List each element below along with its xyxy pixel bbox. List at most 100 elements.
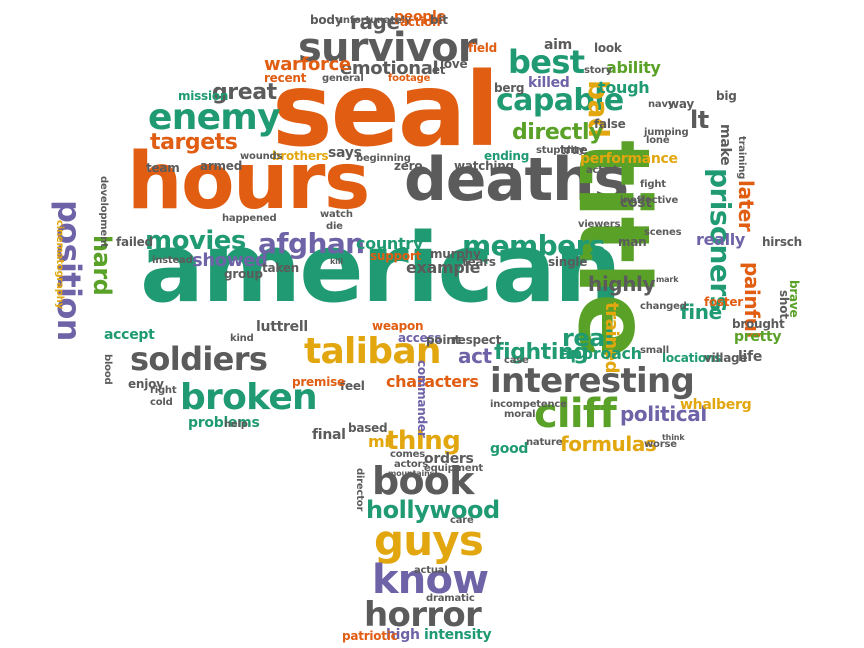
word-formulas: formulas [560, 432, 657, 456]
word-false: false [594, 117, 626, 131]
word-way: way [668, 97, 694, 111]
word-survivor: survivor [298, 25, 477, 71]
word-big: big [716, 89, 737, 103]
word-bit: bit [430, 13, 448, 27]
word-later: later [734, 180, 758, 232]
word-berg: berg [494, 81, 525, 95]
word-accept: accept [104, 327, 155, 343]
word-country: country [356, 234, 423, 253]
word-ability: ability [606, 58, 661, 77]
word-wounds: wounds [240, 151, 283, 162]
word-broken: broken [180, 377, 318, 418]
word-happened: happened [222, 213, 277, 224]
word-mountains: mountains [388, 469, 435, 478]
word-weapon: weapon [372, 319, 424, 333]
word-feel: feel [340, 379, 365, 393]
word-lone: lone [646, 135, 670, 146]
word-approach: approach [560, 344, 642, 363]
word-taliban: taliban [304, 331, 442, 372]
word-capable: capable [496, 83, 624, 118]
word-true: true [560, 143, 588, 157]
word-political: political [620, 402, 707, 426]
word-whalberg: whalberg [680, 397, 752, 413]
word-luttrell: luttrell [256, 319, 308, 335]
word-members: members [462, 229, 605, 262]
word-team: team [146, 161, 180, 175]
word-zero: zero [394, 159, 423, 173]
word-think: think [662, 433, 685, 442]
word-actual: actual [414, 565, 448, 576]
word-foster: foster [704, 295, 743, 309]
word-make: make [717, 124, 733, 166]
word-navy: navy [648, 99, 675, 110]
word-general: general [322, 73, 364, 84]
word-highly: highly [588, 272, 656, 296]
word-killed: killed [528, 75, 570, 91]
word-jumping: jumping [644, 127, 689, 138]
word-based: based [348, 421, 388, 435]
word-showed: showed [192, 250, 268, 271]
word-fight: fight [640, 179, 666, 190]
word-tears: tears [462, 255, 496, 269]
word-beginning: beginning [356, 153, 411, 164]
word-people: people [394, 9, 446, 25]
word-stupidity: stupidity [536, 145, 585, 156]
word-cliff: cliff [534, 391, 617, 437]
word-moral: moral [504, 409, 536, 420]
word-hours: hours [127, 137, 370, 227]
word-let: let [428, 63, 446, 77]
word-act: act [458, 344, 492, 368]
word-support: support [370, 249, 422, 263]
word-thing: thing [386, 426, 461, 456]
word-worse: worse [644, 439, 677, 450]
word-development: development [98, 176, 109, 248]
word-respect: respect [452, 333, 502, 347]
word-guys: guys [374, 516, 484, 565]
word-tough: tough [598, 78, 650, 97]
word-changed: changed [640, 301, 687, 312]
word-book: book [372, 459, 474, 503]
word-american: american [140, 214, 622, 324]
word-pretty: pretty [734, 329, 782, 345]
word-training: training [736, 136, 747, 180]
word-emotional: emotional [340, 58, 439, 79]
word-help: help [224, 419, 248, 430]
word-dramatic: dramatic [426, 593, 475, 604]
word-targets: targets [150, 130, 238, 155]
word-lt: lt [690, 106, 709, 134]
word-seal: seal [272, 51, 500, 170]
word-says: says [328, 145, 362, 161]
word-warforce: warforce [264, 54, 351, 75]
word-story: story [584, 65, 613, 76]
word-taken: taken [262, 261, 299, 275]
word-commander: commander [415, 360, 429, 438]
word-equipment: equipment [424, 463, 483, 474]
word-fighting: fighting [494, 340, 589, 365]
word-final: final [312, 427, 346, 443]
word-care: care [450, 515, 474, 526]
word-recent: recent [264, 71, 307, 85]
word-failed: failed [116, 235, 153, 249]
word-performance: performance [580, 151, 678, 167]
word-actors: actors [394, 459, 429, 470]
word-field: field [468, 41, 497, 55]
word-body: body [310, 13, 343, 27]
word-single: single [548, 255, 588, 269]
word-great: great [212, 80, 277, 105]
word-enemy: enemy [148, 97, 281, 138]
word-cost: cost [620, 195, 652, 211]
word-cinematography: cinematography [54, 220, 65, 309]
word-hollywood: hollywood [366, 496, 500, 524]
word-footage: footage [388, 73, 431, 84]
word-scenes: scenes [644, 227, 682, 238]
word-case: case [504, 355, 529, 366]
word-orders: orders [424, 451, 474, 467]
word-good: good [490, 441, 529, 457]
word-interesting: interesting [490, 361, 695, 401]
word-best: best [508, 43, 585, 81]
word-aim: aim [544, 37, 572, 53]
word-mission: mission [178, 89, 229, 103]
word-small: small [640, 345, 669, 356]
word-brave: brave [787, 280, 801, 318]
